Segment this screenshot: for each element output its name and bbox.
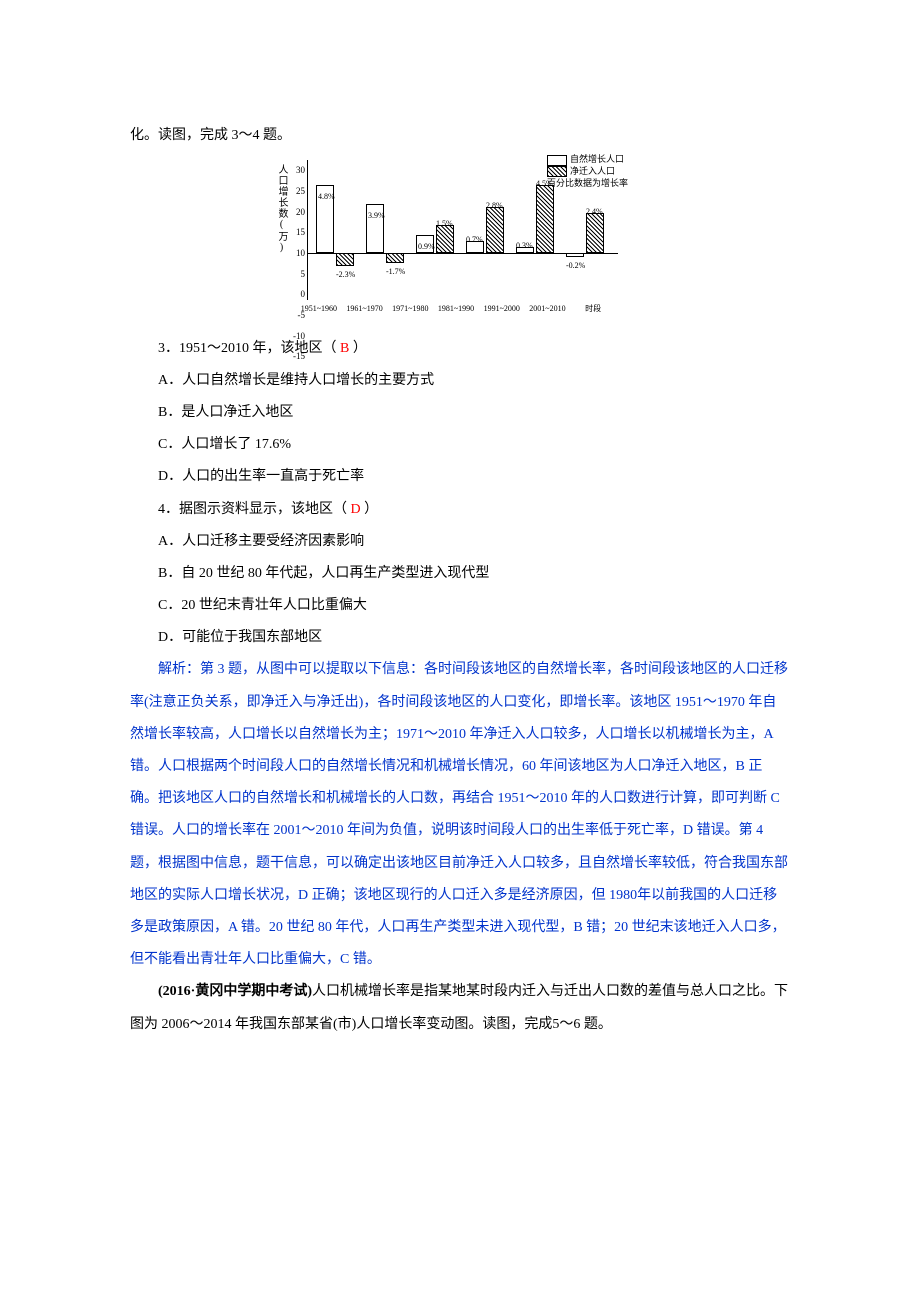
q3-stem: 3．1951～2010 年，该地区（ B ） [130, 333, 790, 365]
x-axis-labels: 1951~19601961~19701971~19801981~19901991… [296, 300, 616, 318]
q3-option-b: B．是人口净迁入地区 [130, 397, 790, 429]
q4-option-c: C．20 世纪末青壮年人口比重偏大 [130, 590, 790, 622]
q3-option-d: D．人口的出生率一直高于死亡率 [130, 461, 790, 493]
q4-option-d: D．可能位于我国东部地区 [130, 622, 790, 654]
next-source: (2016·黄冈中学期中考试) [158, 984, 312, 999]
intro-line: 化。读图，完成 3～4 题。 [130, 120, 790, 152]
q4-answer: D [351, 502, 361, 517]
q3-option-a: A．人口自然增长是维持人口增长的主要方式 [130, 365, 790, 397]
population-chart: 人口增长数(万) 302520151050-5-10-15 自然增长人口 净迁入… [270, 160, 650, 318]
q4-stem: 4．据图示资料显示，该地区（ D ） [130, 494, 790, 526]
q3-answer: B [340, 341, 349, 356]
y-axis-label: 人口增长数(万) [270, 160, 293, 254]
q3-option-c: C．人口增长了 17.6% [130, 429, 790, 461]
analysis-text: 解析：第 3 题，从图中可以提取以下信息：各时间段该地区的自然增长率，各时间段该… [130, 654, 790, 976]
next-question-intro: (2016·黄冈中学期中考试)人口机械增长率是指某地某时段内迁入与迁出人口数的差… [130, 976, 790, 1040]
y-axis-ticks: 302520151050-5-10-15 [293, 160, 307, 300]
q4-option-b: B．自 20 世纪 80 年代起，人口再生产类型进入现代型 [130, 558, 790, 590]
q4-option-a: A．人口迁移主要受经济因素影响 [130, 526, 790, 558]
chart-plot: 自然增长人口 净迁入人口 百分比数据为增长率 4.8%-2.3%3.9%-1.7… [307, 160, 618, 300]
